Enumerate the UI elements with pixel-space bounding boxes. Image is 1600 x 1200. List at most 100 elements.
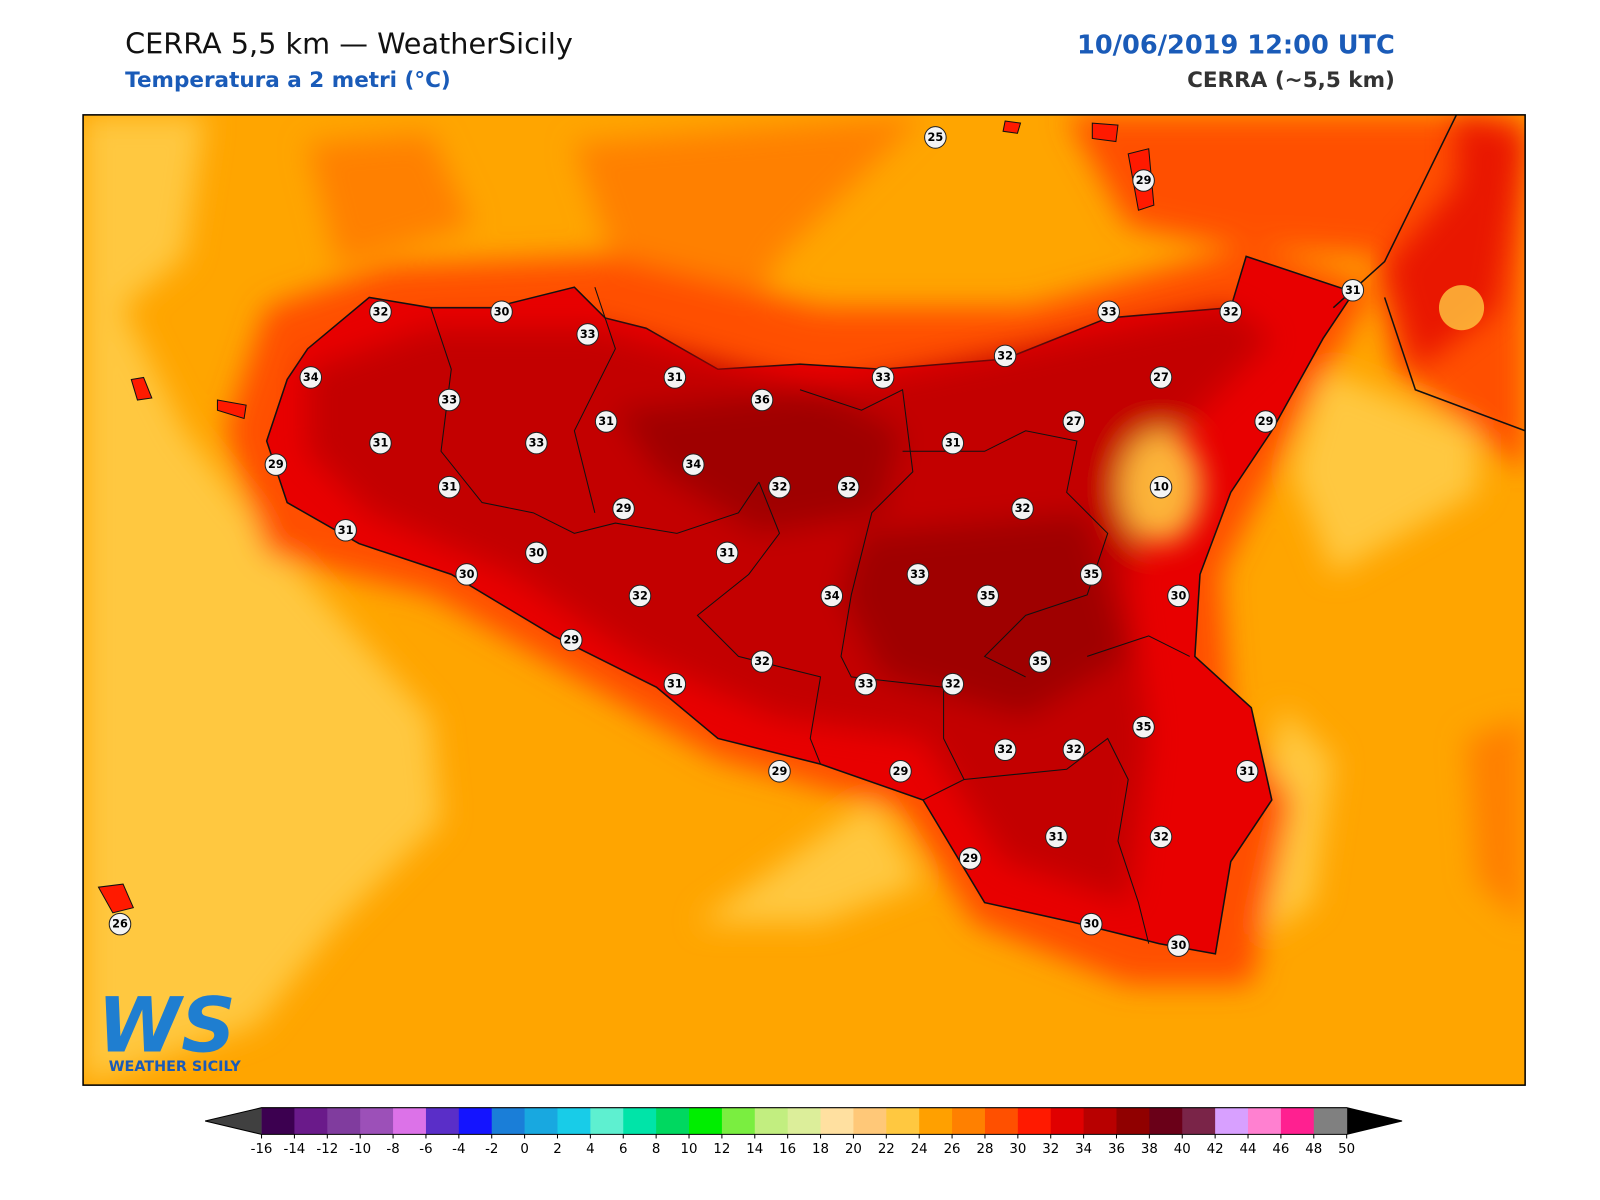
station-marker bbox=[576, 323, 599, 346]
station-marker bbox=[906, 563, 930, 586]
station-marker bbox=[1254, 410, 1277, 433]
station-value: 30 bbox=[494, 305, 510, 318]
colorbar-tick-label: -14 bbox=[284, 1142, 306, 1157]
colorbar-segment bbox=[820, 1107, 854, 1135]
station-marker bbox=[1235, 760, 1259, 783]
colorbar-segment bbox=[853, 1107, 887, 1135]
colorbar-tick-label: 22 bbox=[878, 1142, 895, 1157]
colorbar-tick-label: 38 bbox=[1141, 1142, 1158, 1157]
station: 35 bbox=[1132, 715, 1155, 739]
station: 32 bbox=[1062, 738, 1086, 762]
station-value: 33 bbox=[1101, 305, 1117, 318]
colorbar-segment bbox=[524, 1107, 558, 1135]
colorbar-segment bbox=[491, 1107, 526, 1135]
station-marker bbox=[1011, 497, 1034, 520]
station-marker bbox=[836, 475, 860, 499]
station: 33 bbox=[576, 323, 599, 346]
station-value: 32 bbox=[632, 589, 648, 602]
station: 32 bbox=[836, 475, 860, 499]
colorbar-segment bbox=[721, 1107, 756, 1135]
station-value: 33 bbox=[858, 678, 874, 691]
colorbar-segment bbox=[1050, 1107, 1085, 1135]
station-marker bbox=[560, 628, 583, 652]
station-marker bbox=[682, 453, 705, 476]
colorbar-tick-label: -2 bbox=[485, 1142, 498, 1157]
station-marker bbox=[663, 366, 687, 389]
station-marker bbox=[889, 760, 912, 783]
station-marker bbox=[663, 672, 687, 696]
station: 30 bbox=[525, 541, 548, 565]
colorbar-tick-label: 18 bbox=[812, 1142, 829, 1157]
station-value: 30 bbox=[1083, 918, 1099, 931]
colorbar-over bbox=[1346, 1107, 1403, 1135]
colorbar-tick-label: 44 bbox=[1240, 1142, 1257, 1157]
station-marker bbox=[941, 431, 965, 455]
colorbar-segment bbox=[590, 1107, 624, 1135]
station-value: 32 bbox=[945, 678, 961, 691]
colorbar-tick-label: 20 bbox=[845, 1142, 862, 1157]
station-value: 34 bbox=[303, 371, 319, 384]
colorbar-segment bbox=[1083, 1107, 1118, 1135]
station-marker bbox=[768, 475, 791, 499]
station: 32 bbox=[628, 584, 652, 608]
station-value: 29 bbox=[616, 502, 632, 515]
station-value: 31 bbox=[1049, 830, 1065, 843]
station-marker bbox=[1341, 278, 1365, 302]
station-value: 32 bbox=[1153, 830, 1169, 843]
colorbar-tick-label: 24 bbox=[911, 1142, 928, 1157]
station: 29 bbox=[560, 628, 583, 652]
station-marker bbox=[612, 497, 635, 520]
station-value: 31 bbox=[373, 437, 389, 450]
station-value: 33 bbox=[875, 371, 891, 384]
station-marker bbox=[1167, 934, 1190, 957]
colorbar-segment bbox=[1017, 1107, 1052, 1135]
colorbar-segment bbox=[557, 1107, 591, 1135]
colorbar-segment bbox=[754, 1107, 789, 1135]
station-value: 29 bbox=[563, 634, 579, 647]
station-value: 31 bbox=[667, 371, 683, 384]
station-marker bbox=[1149, 475, 1173, 499]
colorbar-tick-label: 26 bbox=[944, 1142, 961, 1157]
colorbar-segment bbox=[1182, 1107, 1216, 1135]
station: 30 bbox=[1080, 912, 1103, 936]
colorbar-tick-label: -12 bbox=[316, 1142, 338, 1157]
station: 29 bbox=[1254, 410, 1277, 433]
station-marker bbox=[1149, 366, 1173, 389]
station-value: 32 bbox=[754, 655, 770, 668]
station-marker bbox=[1080, 912, 1103, 936]
station: 32 bbox=[941, 672, 965, 696]
station-marker bbox=[1080, 563, 1103, 586]
colorbar-tick-label: 16 bbox=[779, 1142, 796, 1157]
station-marker bbox=[820, 584, 844, 608]
colorbar-tick-label: 0 bbox=[520, 1142, 528, 1157]
colorbar-tick-label: 12 bbox=[713, 1142, 730, 1157]
station: 35 bbox=[1080, 563, 1103, 586]
station-value: 33 bbox=[910, 568, 926, 581]
colorbar-segment bbox=[919, 1107, 953, 1135]
station: 35 bbox=[976, 584, 999, 608]
colorbar-tick-label: -6 bbox=[419, 1142, 432, 1157]
colorbar-segment bbox=[327, 1107, 361, 1135]
colorbar-segment bbox=[1116, 1107, 1150, 1135]
station-value: 31 bbox=[1239, 765, 1255, 778]
title: CERRA 5,5 km — WeatherSicily bbox=[125, 26, 573, 60]
colorbar-tick-label: 6 bbox=[619, 1142, 627, 1157]
colorbar-segment bbox=[623, 1107, 657, 1135]
station-marker bbox=[525, 541, 548, 565]
station: 31 bbox=[1341, 278, 1365, 302]
station-value: 32 bbox=[1066, 743, 1082, 756]
station-marker bbox=[1045, 825, 1068, 849]
colorbar-tick-label: 2 bbox=[553, 1142, 561, 1157]
station: 33 bbox=[906, 563, 930, 586]
station-value: 32 bbox=[772, 481, 788, 494]
station-marker bbox=[334, 518, 357, 542]
station-value: 36 bbox=[754, 394, 770, 407]
station-marker bbox=[1219, 300, 1243, 324]
station-value: 32 bbox=[997, 743, 1013, 756]
colorbar-segment bbox=[458, 1107, 493, 1135]
station: 33 bbox=[871, 366, 895, 389]
station-marker bbox=[993, 344, 1017, 368]
station-value: 30 bbox=[1171, 939, 1187, 952]
station-marker bbox=[958, 847, 982, 870]
colorbar-tick-label: 4 bbox=[586, 1142, 594, 1157]
